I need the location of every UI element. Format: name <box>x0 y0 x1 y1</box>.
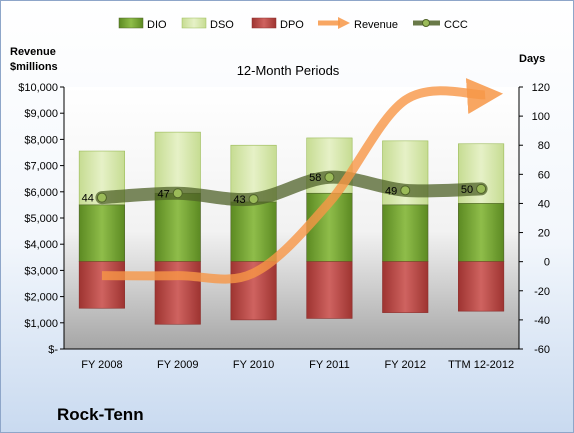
y-left-tick-label: $7,000 <box>24 161 58 173</box>
y-right-tick-label: -60 <box>534 344 550 356</box>
y-right-tick-label: 120 <box>532 82 550 94</box>
legend-swatch-dpo <box>251 17 277 29</box>
bar-dpo[interactable] <box>306 261 353 319</box>
y-left-ticks: $- $1,000 $2,000 $3,000 $4,000 $5,000 $6,000 $7… <box>18 82 64 356</box>
legend-item-revenue[interactable]: Revenue <box>318 17 398 31</box>
ccc-point[interactable] <box>324 172 335 183</box>
y-right-tick-label: 80 <box>538 140 550 152</box>
ccc-point[interactable] <box>96 192 107 203</box>
chart-title: 12-Month Periods <box>237 63 340 78</box>
revenue-arrow-icon <box>338 17 350 29</box>
bar-dio[interactable] <box>230 201 277 262</box>
y-left-tick-label: $3,000 <box>24 265 58 277</box>
y-left-tick-label: $2,000 <box>24 292 58 304</box>
ccc-point[interactable] <box>172 188 183 199</box>
revenue-line[interactable] <box>101 78 504 284</box>
y-left-tick-label: $9,000 <box>24 108 58 120</box>
y-right-label: Days <box>519 53 545 65</box>
bar-dpo[interactable] <box>382 261 429 313</box>
bar-dpo[interactable] <box>458 261 505 312</box>
legend-item-ccc[interactable]: CCC <box>413 19 468 31</box>
ccc-line[interactable] <box>95 170 488 207</box>
ccc-data-label: 58 <box>309 172 321 184</box>
y-left-tick-label: $- <box>48 344 58 356</box>
legend-label-dso: DSO <box>210 19 234 31</box>
x-tick-label: TTM 12-2012 <box>448 359 514 371</box>
legend-label-revenue: Revenue <box>354 19 398 31</box>
legend-label-dio: DIO <box>147 19 167 31</box>
y-right-tick-label: 20 <box>538 228 550 240</box>
y-right-tick-label: 40 <box>538 198 550 210</box>
x-tick-label: FY 2011 <box>309 359 350 371</box>
bar-dso[interactable] <box>154 131 201 194</box>
legend-swatch-dio <box>118 17 144 29</box>
company-name: Rock-Tenn <box>57 405 144 424</box>
ccc-data-label: 47 <box>158 188 170 200</box>
legend-swatch-dso <box>181 17 207 29</box>
y-left-label-line1: Revenue <box>10 46 56 58</box>
ccc-data-label: 49 <box>385 185 397 197</box>
x-ticks: FY 2008 FY 2009 FY 2010 FY 2011 FY 2012 TTM 1… <box>81 359 514 371</box>
y-left-tick-label: $6,000 <box>24 187 58 199</box>
y-right-tick-label: -20 <box>534 286 550 298</box>
x-tick-label: FY 2010 <box>233 359 274 371</box>
bar-dio[interactable] <box>458 203 505 262</box>
x-tick-label: FY 2009 <box>157 359 198 371</box>
ccc-point[interactable] <box>400 185 411 196</box>
y-right-tick-label: 0 <box>544 257 550 269</box>
bar-dpo[interactable] <box>154 261 201 325</box>
legend-label-ccc: CCC <box>444 19 468 31</box>
ccc-data-label: 50 <box>461 184 473 196</box>
legend-label-dpo: DPO <box>280 19 304 31</box>
y-right-ticks: -60 -40 -20 0 20 40 60 80 100 120 <box>519 82 550 356</box>
ccc-data-label: 43 <box>233 194 245 206</box>
y-left-tick-label: $8,000 <box>24 134 58 146</box>
y-left-tick-label: $10,000 <box>18 82 58 94</box>
y-left-label-line2: $millions <box>10 61 58 73</box>
bar-dio[interactable] <box>78 204 125 262</box>
y-right-tick-label: 100 <box>532 111 550 123</box>
y-left-tick-label: $4,000 <box>24 239 58 251</box>
legend-item-dio[interactable]: DIO <box>118 17 167 31</box>
legend: DIO DSO DPO Revenue CCC <box>118 17 468 31</box>
x-tick-label: FY 2008 <box>81 359 122 371</box>
y-right-tick-label: -40 <box>534 315 550 327</box>
ccc-marker-icon <box>422 19 430 27</box>
y-left-tick-label: $1,000 <box>24 318 58 330</box>
ccc-data-label: 44 <box>82 193 94 205</box>
plot-area <box>64 87 519 349</box>
bar-dio[interactable] <box>382 204 429 262</box>
bar-dio[interactable] <box>154 192 201 262</box>
lines: 44 47 43 58 49 50 <box>82 78 504 284</box>
x-tick-label: FY 2012 <box>385 359 426 371</box>
bar-dpo[interactable] <box>78 261 125 309</box>
ccc-point[interactable] <box>248 194 259 205</box>
legend-item-dpo[interactable]: DPO <box>251 17 304 31</box>
ccc-point[interactable] <box>476 183 487 194</box>
y-right-tick-label: 60 <box>538 169 550 181</box>
y-left-tick-label: $5,000 <box>24 213 58 225</box>
legend-item-dso[interactable]: DSO <box>181 17 234 31</box>
